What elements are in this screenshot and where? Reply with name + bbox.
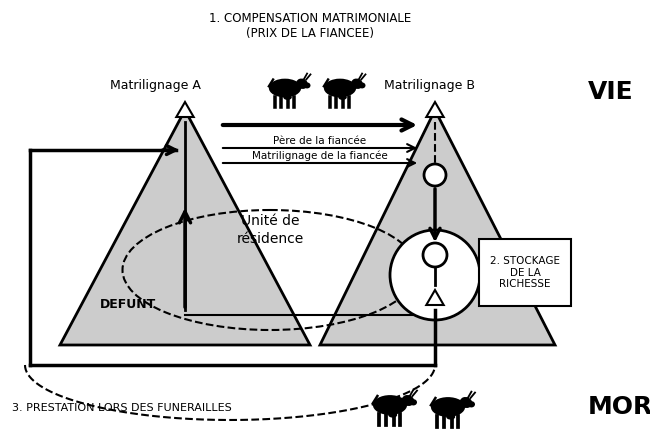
Polygon shape (176, 102, 194, 117)
Text: Matrilignage de la fiancée: Matrilignage de la fiancée (252, 151, 388, 161)
Text: MORT: MORT (588, 395, 650, 419)
Text: Matrilignage A: Matrilignage A (110, 79, 200, 92)
Ellipse shape (446, 414, 455, 420)
Text: 2. STOCKAGE
DE LA
RICHESSE: 2. STOCKAGE DE LA RICHESSE (490, 256, 560, 289)
Ellipse shape (269, 79, 301, 97)
Ellipse shape (402, 395, 414, 406)
Ellipse shape (388, 412, 397, 417)
Text: Père de la fiancée: Père de la fiancée (274, 136, 367, 146)
Ellipse shape (468, 401, 475, 407)
Polygon shape (426, 290, 444, 305)
Ellipse shape (351, 78, 363, 89)
Text: Unité de
résidence: Unité de résidence (237, 214, 304, 246)
Circle shape (390, 230, 480, 320)
Ellipse shape (431, 397, 465, 417)
Text: VIE: VIE (588, 80, 634, 104)
Ellipse shape (324, 79, 356, 97)
Polygon shape (320, 110, 555, 345)
Ellipse shape (296, 78, 308, 89)
Ellipse shape (373, 395, 407, 415)
Text: 1. COMPENSATION MATRIMONIALE
(PRIX DE LA FIANCEE): 1. COMPENSATION MATRIMONIALE (PRIX DE LA… (209, 12, 411, 40)
Ellipse shape (304, 82, 311, 88)
Ellipse shape (410, 399, 417, 406)
Ellipse shape (338, 95, 347, 100)
Ellipse shape (283, 95, 292, 100)
FancyBboxPatch shape (479, 239, 571, 306)
Text: 3. PRESTATION LORS DES FUNERAILLES: 3. PRESTATION LORS DES FUNERAILLES (12, 403, 232, 413)
Polygon shape (426, 102, 444, 117)
Ellipse shape (460, 397, 472, 408)
Polygon shape (60, 110, 310, 345)
Ellipse shape (359, 82, 365, 88)
Circle shape (423, 243, 447, 267)
Text: DEFUNT: DEFUNT (100, 299, 156, 311)
Text: Matrilignage B: Matrilignage B (385, 79, 476, 92)
Circle shape (424, 164, 446, 186)
